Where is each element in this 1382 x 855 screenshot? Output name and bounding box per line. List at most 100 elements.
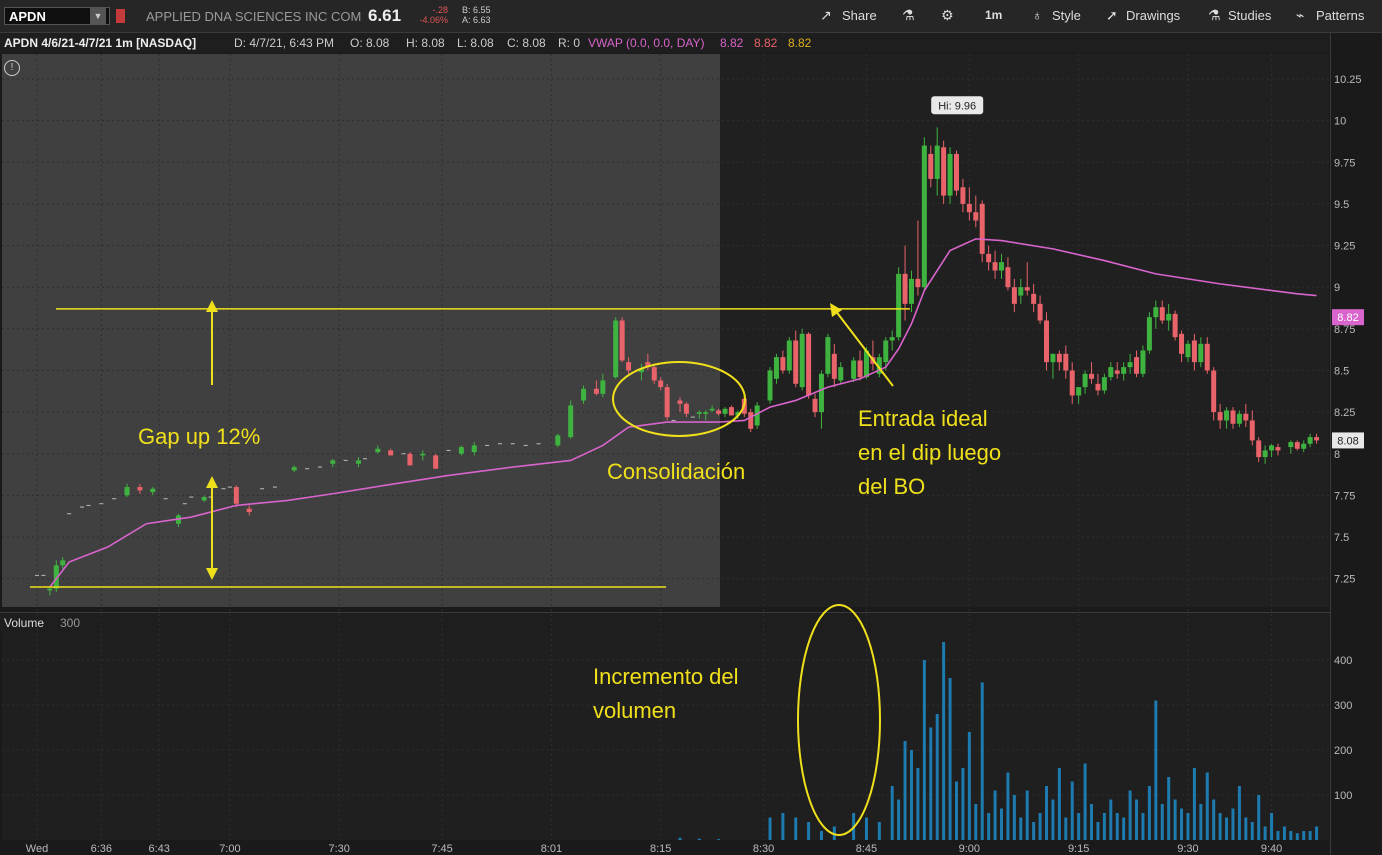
volume-bar — [909, 750, 913, 840]
volume-bar — [1173, 799, 1177, 840]
patterns-button[interactable]: Patterns — [1316, 8, 1365, 23]
candle-down — [1275, 447, 1281, 451]
candle-up — [613, 320, 619, 378]
candle-down — [1114, 370, 1120, 374]
volume-bar — [903, 741, 907, 840]
time-tick-label: 7:30 — [328, 843, 349, 855]
volume-bar — [1315, 826, 1319, 840]
candle-up — [1236, 413, 1242, 424]
candle-up — [889, 337, 895, 341]
candle-up — [638, 368, 644, 373]
candle-down — [1179, 333, 1185, 354]
vwap-line — [49, 238, 1317, 588]
volume-bar — [1012, 795, 1016, 840]
candle-up — [291, 467, 297, 471]
price-tick-label: 8.75 — [1334, 324, 1355, 336]
candle-down — [1191, 340, 1197, 363]
candle-up — [1224, 410, 1230, 421]
candle-up — [735, 412, 741, 416]
volume-bar — [993, 790, 997, 840]
top-toolbar: APDN ▼ APPLIED DNA SCIENCES INC COM 6.61… — [0, 0, 1382, 33]
volume-tick-label: 100 — [1334, 790, 1352, 802]
volume-bar — [942, 642, 946, 840]
patterns-icon[interactable]: ⌁ — [1296, 7, 1305, 23]
candle-down — [1024, 287, 1030, 291]
info-open: O: 8.08 — [350, 36, 390, 50]
hi-badge — [931, 96, 984, 115]
candle-up — [883, 340, 889, 363]
candle-down — [960, 187, 966, 204]
change-percent: -4.06% — [419, 15, 448, 25]
studies-icon[interactable]: ⚗ — [1208, 7, 1221, 23]
candle-up — [60, 560, 66, 566]
volume-bar — [768, 817, 772, 840]
candle-down — [1172, 313, 1178, 338]
candle-down — [806, 333, 812, 396]
vwap-badge-label: 8.82 — [1337, 312, 1358, 324]
volume-bar — [1186, 813, 1190, 840]
volume-bar — [1295, 833, 1299, 840]
volume-bar — [974, 804, 978, 840]
volume-bar — [1115, 813, 1119, 840]
volume-bar — [1218, 813, 1222, 840]
volume-bar — [1096, 822, 1100, 840]
volume-bar — [1135, 799, 1139, 840]
volume-bar — [1064, 817, 1068, 840]
volume-bar — [1282, 826, 1286, 840]
info-icon[interactable]: ! — [4, 60, 20, 76]
flask-icon[interactable]: ⚗ — [902, 7, 915, 23]
volume-bar — [1045, 786, 1049, 840]
candle-down — [388, 450, 394, 456]
candle-up — [896, 273, 902, 338]
volume-bar — [1276, 831, 1280, 840]
volume-bar — [1302, 831, 1306, 840]
bid-ask: B: 6.55 A: 6.63 — [462, 5, 491, 25]
candle-up — [1166, 313, 1172, 321]
share-button[interactable]: Share — [842, 8, 877, 23]
info-range: R: 0 — [558, 36, 581, 50]
chart-title: APDN 4/6/21-4/7/21 1m [NASDAQ] — [4, 36, 197, 50]
style-button[interactable]: Style — [1052, 8, 1081, 23]
candle-up — [818, 373, 824, 413]
candle-down — [1095, 383, 1101, 391]
gap-arrow-down-head — [206, 568, 218, 580]
volume-value: 300 — [60, 616, 81, 630]
volume-bar — [864, 817, 868, 840]
volume-bar — [1263, 826, 1267, 840]
candle-down — [1230, 410, 1236, 424]
style-icon[interactable]: ♁ — [1032, 7, 1043, 23]
cursor-icon[interactable]: ➚ — [1106, 7, 1118, 23]
candle-down — [619, 320, 625, 361]
time-tick-label: 9:15 — [1068, 843, 1089, 855]
candle-up — [1307, 437, 1313, 444]
candle-up — [1018, 287, 1024, 296]
volume-bar — [1051, 799, 1055, 840]
candle-down — [1089, 373, 1095, 379]
candle-down — [658, 380, 664, 388]
volume-bar — [1109, 799, 1113, 840]
drawings-button[interactable]: Drawings — [1126, 8, 1181, 23]
volume-bar — [1225, 817, 1229, 840]
candle-up — [330, 460, 336, 464]
share-icon[interactable]: ↗ — [820, 7, 832, 23]
candle-down — [831, 353, 837, 379]
volume-bar — [1270, 813, 1274, 840]
volume-bar — [1038, 813, 1042, 840]
candle-up — [458, 447, 464, 454]
candle-down — [973, 212, 979, 221]
volume-tick-label: 200 — [1334, 745, 1352, 757]
volume-bar — [1289, 831, 1293, 840]
gear-icon[interactable]: ⚙ — [941, 7, 954, 23]
candle-up — [921, 145, 927, 288]
candle-down — [748, 412, 754, 429]
volume-bar — [717, 839, 721, 840]
volume-bar — [1192, 768, 1196, 840]
volume-bar — [1147, 786, 1151, 840]
candle-down — [233, 487, 239, 504]
chevron-down-icon[interactable]: ▼ — [90, 8, 106, 24]
period-button[interactable]: 1m — [985, 8, 1003, 22]
candle-down — [1204, 343, 1210, 371]
symbol-input[interactable]: APDN — [4, 7, 110, 25]
studies-button[interactable]: Studies — [1228, 8, 1272, 23]
volume-bar — [935, 714, 939, 840]
